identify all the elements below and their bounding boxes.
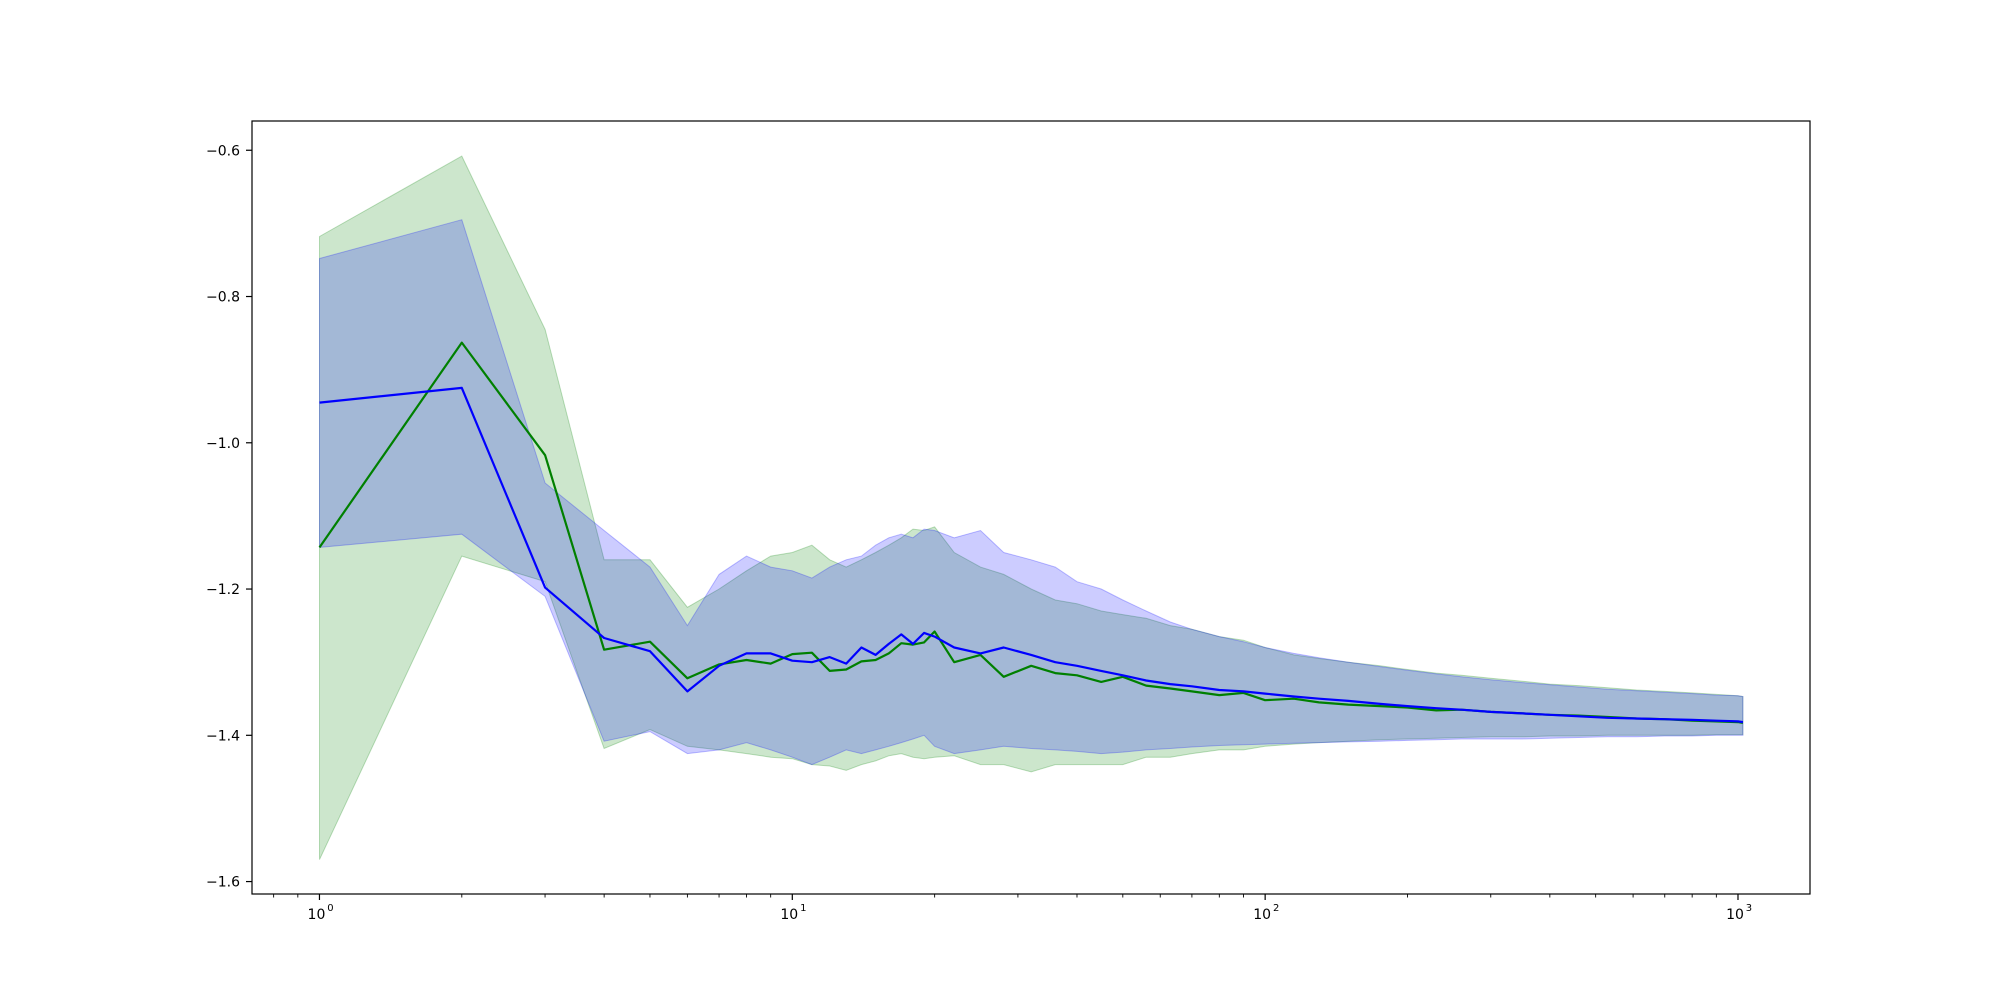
series-0-band: [319, 155, 1744, 860]
axes: −0.6−0.8−1.0−1.2−1.4−1.610 0 10 1 10 2 10 3: [206, 120, 1811, 923]
axes-frame: [251, 120, 1811, 895]
y-tick-label: −1.4: [206, 728, 240, 744]
series-1-line: [319, 386, 1744, 724]
y-tick-label: −0.6: [206, 143, 240, 159]
x-tick-label-exponent: 2: [1273, 903, 1279, 914]
x-tick-label-exponent: 0: [327, 903, 333, 914]
y-tick-label: −0.8: [206, 290, 240, 306]
x-tick-label-exponent: 1: [800, 903, 806, 914]
x-tick-label: 10: [1726, 907, 1744, 923]
series-1-band: [319, 219, 1744, 766]
plot-clipped-group: [318, 155, 1744, 860]
x-tick-label: 10: [1253, 907, 1271, 923]
y-tick-label: −1.6: [206, 875, 240, 891]
y-tick-label: −1.0: [206, 436, 240, 452]
y-tick-label: −1.2: [206, 582, 240, 598]
x-tick-label: 10: [308, 907, 326, 923]
plot-area: [318, 155, 1744, 860]
x-tick-label: 10: [780, 907, 798, 923]
x-tick-label-exponent: 3: [1746, 903, 1752, 914]
